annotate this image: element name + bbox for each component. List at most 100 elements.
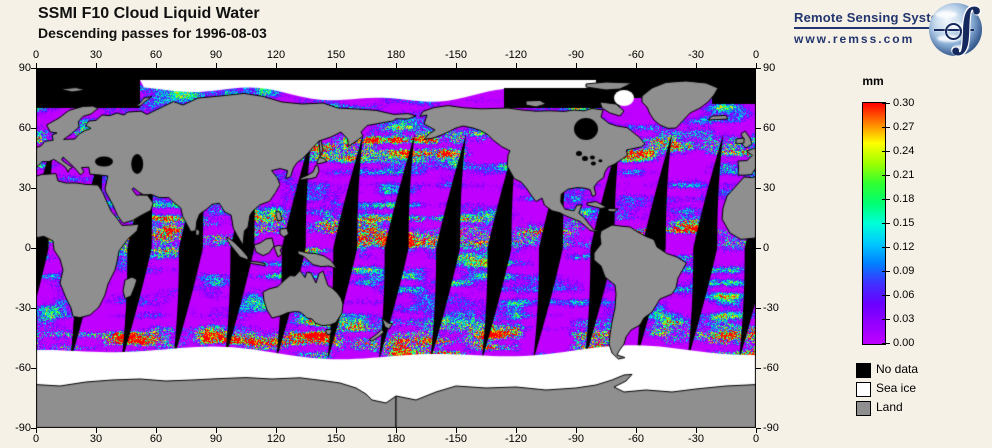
lon-tick-mark-top	[96, 63, 97, 68]
lon-tick-mark-bottom	[216, 428, 217, 433]
lon-tick-mark-top	[636, 63, 637, 68]
colorbar-tick-mark	[882, 294, 890, 296]
brand-url-link[interactable]: www.remss.com	[794, 32, 915, 46]
lon-tick-mark-top	[396, 63, 397, 68]
lat-tick-label-right: 30	[763, 182, 776, 194]
lon-tick-mark-bottom	[336, 428, 337, 433]
brand-underline	[794, 27, 966, 29]
colorbar-tick-mark	[882, 102, 890, 104]
lon-tick-label-bottom: -150	[444, 433, 468, 445]
lat-tick-mark-left	[31, 68, 36, 69]
colorbar-gradient	[862, 102, 886, 345]
lon-tick-label-bottom: -120	[504, 433, 528, 445]
colorbar-tick-label: 0.06	[893, 288, 915, 301]
lat-tick-mark-left	[31, 248, 36, 249]
lon-tick-label-top: 60	[149, 49, 163, 61]
lon-tick-label-top: -30	[688, 49, 704, 61]
lat-tick-label-left: -90	[15, 422, 31, 434]
lat-tick-label-left: 90	[18, 62, 31, 74]
legend-label: Land	[876, 400, 903, 414]
crosshair-circle-icon	[945, 23, 962, 40]
lon-tick-mark-top	[36, 63, 37, 68]
legend-swatch-sea-ice	[856, 382, 871, 397]
lon-tick-label-top: -120	[504, 49, 528, 61]
lon-tick-mark-bottom	[36, 428, 37, 433]
colorbar-tick-label: 0.30	[893, 96, 915, 109]
lon-tick-label-top: -150	[444, 49, 468, 61]
colorbar-tick-mark	[882, 342, 890, 344]
lat-tick-label-right: -30	[763, 302, 779, 314]
lon-tick-label-top: 0	[32, 49, 40, 61]
lon-tick-mark-top	[696, 63, 697, 68]
colorbar-tick-label: 0.09	[893, 264, 915, 277]
lon-tick-mark-top	[756, 63, 757, 68]
colorbar-tick-label: 0.27	[893, 120, 915, 133]
lon-tick-label-top: 90	[209, 49, 223, 61]
lat-tick-label-right: 90	[763, 62, 776, 74]
colorbar-tick-mark	[882, 270, 890, 272]
lat-tick-label-right: 60	[763, 122, 776, 134]
lat-tick-mark-right	[756, 128, 761, 129]
lon-tick-label-top: 150	[326, 49, 346, 61]
colorbar-tick-label: 0.03	[893, 312, 915, 325]
lon-tick-mark-bottom	[636, 428, 637, 433]
lat-tick-label-right: -90	[763, 422, 779, 434]
lon-tick-label-bottom: -60	[628, 433, 644, 445]
colorbar-tick-label: 0.18	[893, 192, 915, 205]
colorbar-tick-label: 0.24	[893, 144, 915, 157]
lat-tick-mark-left	[31, 128, 36, 129]
lat-tick-label-left: -30	[15, 302, 31, 314]
colorbar-tick-label: 0.15	[893, 216, 915, 229]
lat-tick-mark-left	[31, 428, 36, 429]
lon-tick-mark-top	[516, 63, 517, 68]
lon-tick-label-bottom: 0	[32, 433, 40, 445]
page-title: SSMI F10 Cloud Liquid Water	[38, 5, 260, 22]
lat-tick-mark-right	[756, 68, 761, 69]
colorbar-tick-mark	[882, 150, 890, 152]
page-subtitle: Descending passes for 1996-08-03	[38, 25, 267, 41]
lon-tick-mark-bottom	[276, 428, 277, 433]
lat-tick-mark-right	[756, 188, 761, 189]
lon-tick-mark-bottom	[756, 428, 757, 433]
lat-tick-mark-right	[756, 308, 761, 309]
lat-tick-mark-left	[31, 308, 36, 309]
lat-tick-mark-right	[756, 248, 761, 249]
lon-tick-label-top: 180	[386, 49, 406, 61]
colorbar-tick-label: 0.00	[893, 336, 915, 349]
brand-name: Remote Sensing Systems	[794, 10, 958, 25]
lon-tick-label-top: 120	[266, 49, 286, 61]
colorbar-tick-mark	[882, 126, 890, 128]
colorbar-tick-mark	[882, 318, 890, 320]
lon-tick-label-bottom: 0	[752, 433, 760, 445]
lon-tick-mark-top	[156, 63, 157, 68]
legend-label: No data	[876, 362, 919, 376]
lat-tick-mark-right	[756, 368, 761, 369]
lon-tick-label-bottom: 120	[266, 433, 286, 445]
lon-tick-mark-bottom	[516, 428, 517, 433]
lon-tick-mark-top	[576, 63, 577, 68]
lat-tick-label-right: 0	[763, 242, 770, 254]
lat-tick-label-left: 60	[18, 122, 31, 134]
lon-tick-mark-bottom	[456, 428, 457, 433]
legend-swatch-no-data	[856, 363, 871, 378]
lon-tick-mark-top	[216, 63, 217, 68]
lon-tick-mark-bottom	[576, 428, 577, 433]
lon-tick-mark-bottom	[396, 428, 397, 433]
lon-tick-label-bottom: 180	[386, 433, 406, 445]
lon-tick-label-top: -90	[568, 49, 584, 61]
world-map-canvas	[36, 68, 756, 428]
lon-tick-mark-top	[456, 63, 457, 68]
lon-tick-mark-top	[336, 63, 337, 68]
lon-tick-mark-bottom	[156, 428, 157, 433]
lon-tick-label-bottom: -30	[688, 433, 704, 445]
colorbar-tick-label: 0.12	[893, 240, 915, 253]
colorbar-tick-label: 0.21	[893, 168, 915, 181]
legend-swatch-land	[856, 401, 871, 416]
colorbar-title: mm	[862, 74, 884, 88]
lon-tick-mark-top	[276, 63, 277, 68]
lat-tick-label-right: -60	[763, 362, 779, 374]
lat-tick-label-left: -60	[15, 362, 31, 374]
lon-tick-label-top: -60	[628, 49, 644, 61]
lon-tick-mark-bottom	[696, 428, 697, 433]
